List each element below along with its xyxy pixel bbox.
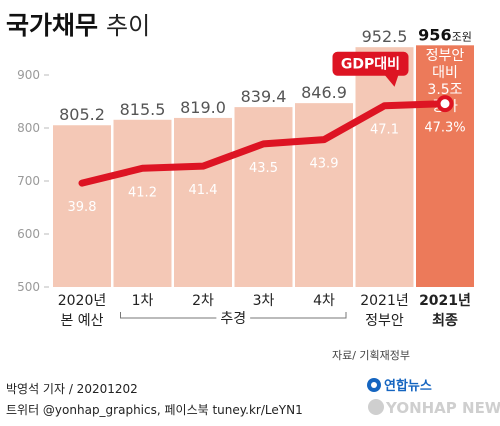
- bar-value-label: 839.4: [241, 87, 287, 106]
- yonhap-watermark: YONHAP NEWS: [385, 399, 500, 417]
- byline: 박영석 기자 / 20201202: [6, 382, 138, 396]
- category-label: 2차: [192, 293, 214, 309]
- category-label: 4차: [313, 293, 335, 309]
- category-label: 2021년: [419, 293, 471, 309]
- ratio-value-label: 41.2: [128, 185, 157, 200]
- ratio-value-label: 43.5: [249, 161, 278, 176]
- ratio-point: [323, 138, 325, 141]
- source-note: 자료/ 기획재정부: [332, 349, 410, 362]
- y-tick-label: 700: [17, 174, 40, 188]
- bar-value-label: 805.2: [59, 105, 105, 124]
- annotation-text: 3.5조: [427, 82, 462, 98]
- ratio-point: [141, 167, 144, 170]
- category-label: 1차: [132, 293, 154, 309]
- ratio-value-label: 43.9: [310, 157, 339, 172]
- bar: [234, 107, 293, 287]
- category-label: 2020년: [58, 293, 107, 309]
- category-label: 본 예산: [60, 313, 103, 329]
- ratio-point: [81, 182, 83, 185]
- y-tick-label: 900: [17, 68, 40, 82]
- category-label: 최종: [432, 313, 458, 329]
- bar-value-label: 956조원: [418, 25, 472, 44]
- annotation-text: 정부안: [426, 48, 465, 64]
- y-tick-label: 800: [17, 121, 40, 135]
- social-links: 트위터 @yonhap_graphics, 페이스북 tuney.kr/LeYN…: [6, 403, 303, 417]
- bar-value-label: 819.0: [180, 98, 226, 117]
- yonhap-watermark-icon: [368, 399, 384, 415]
- ratio-value-label: 47.3%: [424, 121, 465, 136]
- bar: [355, 47, 414, 287]
- ratio-legend-label: GDP대비: [341, 57, 400, 73]
- bar-value-label: 846.9: [301, 83, 347, 102]
- ratio-point: [383, 104, 386, 107]
- ratio-value-label: 41.4: [189, 183, 218, 198]
- category-label: 2021년: [360, 293, 409, 309]
- y-tick-label: 600: [17, 227, 40, 241]
- category-label: 3차: [253, 293, 275, 309]
- bar: [113, 119, 172, 287]
- annotation-text: 대비: [432, 65, 458, 81]
- chart-title: 국가채무 추이: [6, 11, 150, 40]
- ratio-value-label: 47.1: [370, 123, 399, 138]
- category-group-label: 추경: [220, 311, 246, 327]
- bar: [174, 117, 232, 288]
- bar: [295, 103, 353, 287]
- ratio-point: [262, 142, 265, 145]
- category-label: 정부안: [365, 313, 404, 329]
- bar: [53, 125, 111, 287]
- ratio-value-label: 39.8: [68, 200, 97, 215]
- ratio-point: [202, 165, 204, 168]
- y-tick-label: 500: [17, 280, 40, 294]
- yonhap-logo: 연합뉴스 YONHAP NEWS: [367, 378, 500, 417]
- yonhap-logo-text: 연합뉴스: [384, 378, 432, 394]
- bar: [416, 45, 474, 287]
- ratio-legend-callout: GDP대비: [332, 51, 409, 87]
- bar-value-label: 815.5: [120, 100, 166, 119]
- bar-value-label: 952.5: [362, 27, 408, 46]
- ratio-point: [436, 95, 454, 113]
